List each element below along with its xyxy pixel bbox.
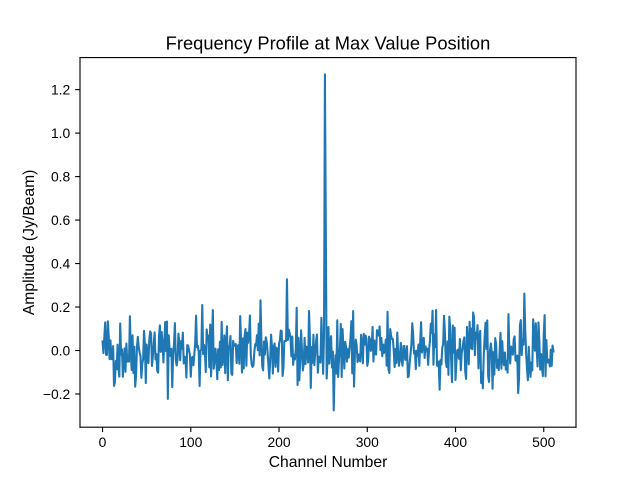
- svg-text:Frequency Profile at Max Value: Frequency Profile at Max Value Position: [166, 32, 491, 53]
- svg-text:0.6: 0.6: [51, 212, 71, 228]
- svg-text:400: 400: [444, 434, 467, 450]
- svg-text:100: 100: [179, 434, 202, 450]
- svg-text:−0.2: −0.2: [43, 386, 71, 402]
- svg-text:Channel Number: Channel Number: [269, 454, 388, 471]
- svg-text:0.4: 0.4: [51, 256, 71, 272]
- svg-text:0.0: 0.0: [51, 343, 71, 359]
- svg-text:0.2: 0.2: [51, 299, 71, 315]
- svg-text:0.8: 0.8: [51, 169, 71, 185]
- svg-text:500: 500: [532, 434, 555, 450]
- svg-text:1.0: 1.0: [51, 125, 71, 141]
- svg-text:Amplitude (Jy/Beam): Amplitude (Jy/Beam): [21, 170, 38, 316]
- svg-text:300: 300: [356, 434, 379, 450]
- svg-text:200: 200: [267, 434, 290, 450]
- svg-text:0: 0: [99, 434, 107, 450]
- svg-text:1.2: 1.2: [51, 82, 71, 98]
